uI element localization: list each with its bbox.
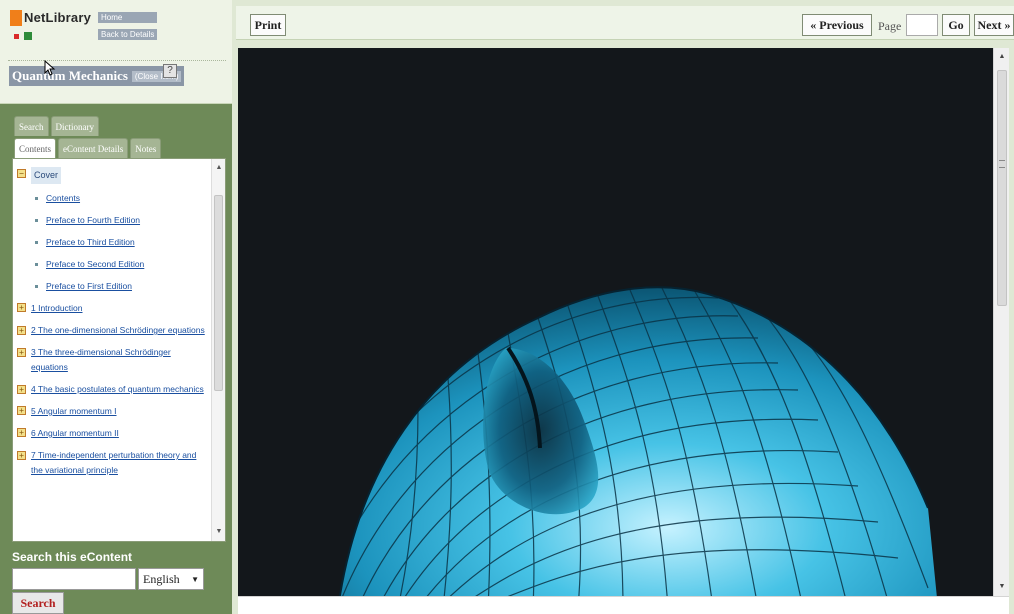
scrollbar-thumb[interactable]: [997, 70, 1007, 306]
scrollbar-grip-icon: [999, 160, 1005, 168]
sidebar-header: NetLibrary Home Back to Details Quantum …: [0, 0, 232, 104]
brand-name: NetLibrary: [24, 10, 92, 25]
tab-row-panels: Contents eContent Details Notes: [14, 138, 162, 158]
tab-search[interactable]: Search: [14, 116, 49, 136]
logo-mark-red: [14, 34, 19, 39]
scroll-up-icon[interactable]: ▲: [215, 164, 223, 171]
chevron-down-icon: ▼: [191, 574, 199, 584]
toc-chapter[interactable]: + 1 Introduction: [13, 301, 211, 316]
bullet-icon: [35, 219, 38, 222]
scroll-down-icon[interactable]: ▼: [215, 528, 223, 535]
language-select[interactable]: English ▼: [138, 568, 204, 590]
toc-link[interactable]: 6 Angular momentum II: [31, 428, 119, 438]
toc-link[interactable]: 7 Time-independent perturbation theory a…: [31, 450, 197, 475]
toc-link[interactable]: 2 The one-dimensional Schrödinger equati…: [31, 325, 205, 335]
page-label: Page: [878, 19, 902, 33]
expand-icon[interactable]: +: [17, 326, 26, 335]
toc-link[interactable]: 4 The basic postulates of quantum mechan…: [31, 384, 204, 394]
toc-link[interactable]: Preface to First Edition: [46, 281, 132, 291]
collapse-icon[interactable]: −: [17, 169, 26, 178]
viewer-bottom-edge: [238, 596, 1009, 614]
toc-link[interactable]: Cover: [31, 167, 62, 184]
close-item-button[interactable]: (Close Item): [131, 70, 182, 82]
page-number-input[interactable]: [906, 14, 938, 36]
back-to-details-link[interactable]: Back to Details: [98, 29, 158, 40]
toc-link[interactable]: Preface to Fourth Edition: [46, 215, 141, 225]
toc-list: − Cover Contents Preface to Fourth Editi…: [13, 159, 211, 485]
mouse-cursor-icon: [44, 60, 56, 76]
book-title: Quantum Mechanics: [12, 68, 128, 83]
toc-link[interactable]: 1 Introduction: [31, 303, 83, 313]
go-button[interactable]: Go: [942, 14, 970, 36]
toc-link[interactable]: Preface to Second Edition: [46, 259, 145, 269]
book-title-bar: Quantum Mechanics (Close Item): [9, 66, 185, 86]
bullet-icon: [35, 197, 38, 200]
toc-link[interactable]: 3 The three-dimensional Schrödinger equa…: [31, 347, 171, 372]
page-image: [238, 48, 993, 596]
expand-icon[interactable]: +: [17, 428, 26, 437]
previous-button[interactable]: « Previous: [802, 14, 872, 36]
table-of-contents-panel: − Cover Contents Preface to Fourth Editi…: [12, 158, 226, 542]
netlibrary-logo[interactable]: NetLibrary: [10, 8, 92, 44]
toc-chapter[interactable]: + 2 The one-dimensional Schrödinger equa…: [13, 323, 211, 338]
tab-notes[interactable]: Notes: [130, 138, 162, 158]
torus-cover-illustration: [338, 286, 937, 596]
tab-econtent-details[interactable]: eContent Details: [58, 138, 129, 158]
bullet-icon: [35, 263, 38, 266]
help-icon[interactable]: ?: [163, 64, 177, 78]
toc-cover[interactable]: − Cover: [13, 167, 211, 184]
toc-item[interactable]: Preface to First Edition: [13, 279, 211, 294]
toc-chapter[interactable]: + 4 The basic postulates of quantum mech…: [13, 382, 211, 397]
bullet-icon: [35, 241, 38, 244]
viewer-toolbar: Print « Previous Page Go Next »: [236, 6, 1014, 40]
scrollbar-thumb[interactable]: [214, 195, 223, 391]
toc-link[interactable]: Preface to Third Edition: [46, 237, 135, 247]
scroll-down-icon[interactable]: ▼: [998, 583, 1006, 590]
home-link[interactable]: Home: [98, 12, 158, 23]
scroll-up-icon[interactable]: ▲: [998, 53, 1006, 60]
search-button[interactable]: Search: [12, 592, 64, 614]
toc-chapter[interactable]: + 7 Time-independent perturbation theory…: [13, 448, 211, 478]
viewer-scrollbar[interactable]: ▲ ▼: [993, 48, 1009, 596]
bullet-icon: [35, 285, 38, 288]
toc-chapter[interactable]: + 3 The three-dimensional Schrödinger eq…: [13, 345, 211, 375]
toc-item[interactable]: Preface to Fourth Edition: [13, 213, 211, 228]
toc-link[interactable]: 5 Angular momentum I: [31, 406, 117, 416]
toc-item[interactable]: Preface to Second Edition: [13, 257, 211, 272]
toc-scrollbar[interactable]: ▲ ▼: [211, 159, 225, 541]
logo-mark-orange: [10, 10, 22, 26]
search-label: Search this eContent: [12, 550, 133, 564]
toc-chapter[interactable]: + 5 Angular momentum I: [13, 404, 211, 419]
toc-link[interactable]: Contents: [46, 193, 81, 203]
tab-dictionary[interactable]: Dictionary: [50, 116, 99, 136]
search-econtent: Search this eContent English ▼ Search: [10, 548, 226, 614]
toc-item[interactable]: Preface to Third Edition: [13, 235, 211, 250]
expand-icon[interactable]: +: [17, 451, 26, 460]
header-links: Home Back to Details: [98, 12, 158, 40]
expand-icon[interactable]: +: [17, 385, 26, 394]
toc-item[interactable]: Contents: [13, 191, 211, 206]
search-input[interactable]: [12, 568, 136, 590]
expand-icon[interactable]: +: [17, 348, 26, 357]
expand-icon[interactable]: +: [17, 406, 26, 415]
language-value: English: [143, 571, 180, 586]
logo-mark-green: [24, 32, 32, 40]
expand-icon[interactable]: +: [17, 303, 26, 312]
divider: [8, 60, 226, 61]
print-button[interactable]: Print: [250, 14, 286, 36]
tab-contents[interactable]: Contents: [14, 138, 57, 158]
toc-chapter[interactable]: + 6 Angular momentum II: [13, 426, 211, 441]
next-button[interactable]: Next »: [974, 14, 1014, 36]
tab-row-tools: Search Dictionary: [14, 116, 99, 136]
